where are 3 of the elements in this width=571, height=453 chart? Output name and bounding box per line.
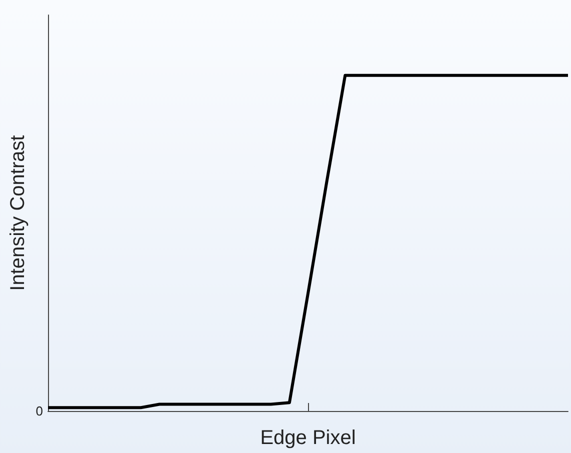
text: 0 (36, 404, 43, 418)
y-axis-title: Intensity Contrast (7, 134, 29, 291)
x-axis-title: Edge Pixel (260, 427, 356, 449)
